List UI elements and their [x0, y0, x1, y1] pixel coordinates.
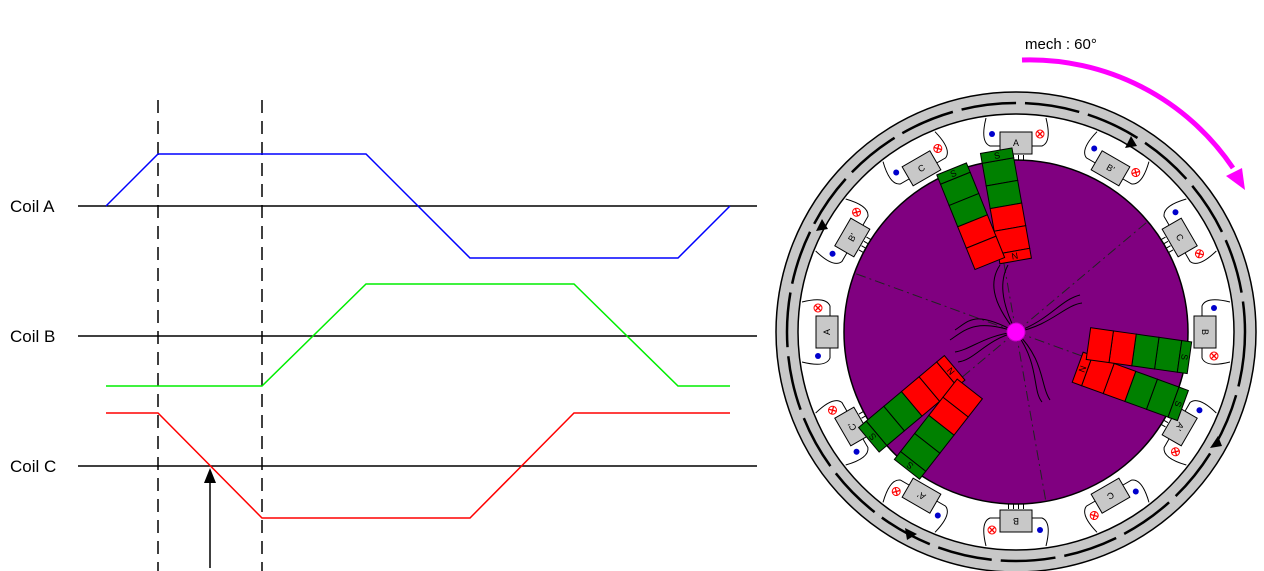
magnet-pole: S N S — [936, 147, 1032, 271]
coil-b-label: Coil B — [10, 327, 55, 346]
slot-label: B' — [1105, 162, 1117, 175]
stator-tooth-body — [834, 406, 871, 447]
stator-tooth-body — [1090, 150, 1131, 187]
motor-panel: mech : 60° AB'CBA'CBA'C'AB'C — [775, 36, 1257, 571]
stator-tooth-body — [834, 217, 871, 258]
conductor-cross-icon — [1036, 130, 1044, 138]
stator-tooth-body — [1193, 315, 1217, 349]
conductor-cross-icon — [828, 405, 837, 415]
stator-tooth: B — [1193, 299, 1231, 365]
coil-a-waveform — [105, 153, 731, 259]
coil-c-label: Coil C — [10, 457, 56, 476]
south-pole-label: S — [993, 150, 1001, 161]
north-magnet-cell — [965, 235, 1006, 271]
magnet-pole: S N S — [857, 354, 984, 480]
conductor-cross-icon — [1210, 352, 1218, 360]
waveform-panel: Coil A Coil B Coil C — [10, 100, 757, 571]
rotor-spokes — [949, 264, 1083, 403]
stator-tooth-body — [901, 477, 942, 514]
flux-arrows — [816, 136, 1222, 540]
stator-tooth-body — [1161, 217, 1198, 258]
slot-label: B — [1013, 516, 1019, 526]
stator-tooth-body — [999, 509, 1033, 533]
coil-a-label: Coil A — [10, 197, 55, 216]
rotation-arrow — [1021, 57, 1245, 190]
current-time-arrow — [204, 468, 216, 568]
conductor-cross-icon — [814, 304, 822, 312]
conductor-dot-icon — [989, 131, 995, 137]
conductor-dot-icon — [1172, 209, 1179, 216]
slot-label: A — [822, 329, 832, 335]
rotor-magnets: S N S S N S S N S — [857, 147, 1193, 480]
slot-label: C — [1105, 490, 1116, 502]
rotor-hub — [1006, 322, 1026, 342]
slot-label: A' — [1173, 421, 1186, 433]
stator-tooth-body — [1090, 477, 1131, 514]
conductor-dot-icon — [853, 448, 860, 455]
conductor-dot-icon — [893, 169, 900, 176]
conductor-cross-icon — [891, 487, 901, 496]
slot-label: A — [1013, 138, 1019, 148]
conductor-cross-icon — [988, 526, 996, 534]
north-pole-label: N — [1077, 364, 1089, 374]
coil-b-waveform — [106, 283, 730, 387]
slot-label: C — [1174, 232, 1186, 243]
conductor-dot-icon — [829, 250, 836, 257]
slot-label: C — [916, 162, 927, 174]
stator-tooth: C — [1156, 198, 1217, 264]
slot-label: B' — [846, 231, 859, 243]
conductor-dot-icon — [1091, 145, 1098, 152]
conductor-dot-icon — [815, 353, 821, 359]
stator-tooth: C — [882, 131, 948, 187]
stator-tooth: A' — [882, 477, 948, 533]
slot-label: B — [1200, 329, 1210, 335]
slot-label: A' — [915, 489, 927, 502]
stator-tooth: C — [1084, 477, 1150, 533]
north-pole-label: N — [945, 365, 957, 376]
stator-tooth: A — [801, 299, 839, 365]
magnet-pole: S N S — [1071, 327, 1193, 422]
stator-tooth-body — [1161, 406, 1198, 447]
conductor-dot-icon — [1132, 488, 1139, 495]
conductor-cross-icon — [1131, 168, 1141, 177]
conductor-dot-icon — [934, 512, 941, 519]
south-pole-label: S — [867, 431, 879, 442]
stator-tooth-body — [901, 150, 942, 187]
conductor-dot-icon — [1196, 407, 1203, 414]
conductor-cross-icon — [1171, 447, 1180, 457]
stator-flux-ring — [785, 101, 1247, 563]
south-pole-label: S — [905, 460, 916, 472]
stator-tooth: B' — [1084, 131, 1150, 187]
south-pole-label: S — [949, 168, 958, 180]
south-pole-label: S — [1179, 353, 1190, 360]
conductor-dot-icon — [1211, 305, 1217, 311]
rotation-angle-label: mech : 60° — [1025, 36, 1097, 53]
north-magnet-cell — [1085, 327, 1114, 364]
coil-c-waveform — [106, 412, 730, 519]
south-pole-label: S — [1172, 399, 1183, 408]
conductor-cross-icon — [1089, 511, 1099, 520]
north-pole-label: N — [1011, 251, 1019, 262]
stator-teeth: AB'CBA'CBA'C'AB'C — [801, 117, 1231, 547]
north-magnet-cell — [942, 378, 984, 418]
conductor-cross-icon — [933, 144, 943, 153]
conductor-cross-icon — [852, 207, 861, 217]
stator-tooth-body — [815, 315, 839, 349]
stator-tooth: B — [983, 499, 1049, 547]
conductor-dot-icon — [1037, 527, 1043, 533]
conductor-cross-icon — [1195, 249, 1204, 259]
